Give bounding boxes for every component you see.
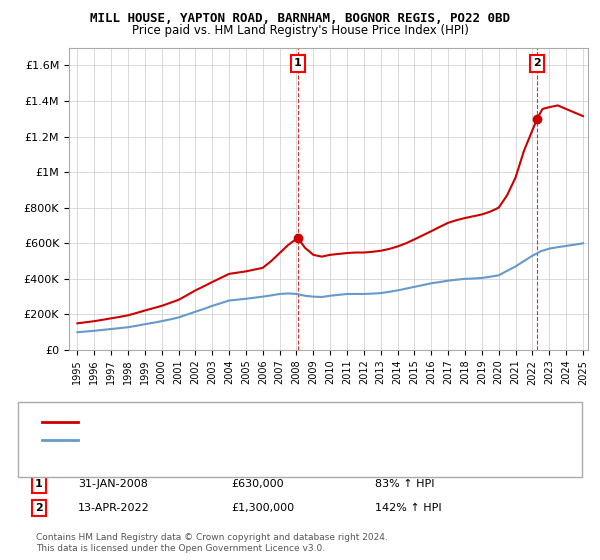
Text: Contains HM Land Registry data © Crown copyright and database right 2024.
This d: Contains HM Land Registry data © Crown c… bbox=[36, 533, 388, 553]
Text: 13-APR-2022: 13-APR-2022 bbox=[78, 503, 150, 513]
Text: Price paid vs. HM Land Registry's House Price Index (HPI): Price paid vs. HM Land Registry's House … bbox=[131, 24, 469, 37]
Text: 2: 2 bbox=[35, 503, 43, 513]
Text: 31-JAN-2008: 31-JAN-2008 bbox=[78, 479, 148, 489]
Text: MILL HOUSE, YAPTON ROAD, BARNHAM, BOGNOR REGIS, PO22 0BD: MILL HOUSE, YAPTON ROAD, BARNHAM, BOGNOR… bbox=[90, 12, 510, 25]
Text: 83% ↑ HPI: 83% ↑ HPI bbox=[375, 479, 434, 489]
Text: 142% ↑ HPI: 142% ↑ HPI bbox=[375, 503, 442, 513]
Text: 1: 1 bbox=[294, 58, 302, 68]
Text: MILL HOUSE, YAPTON ROAD, BARNHAM, BOGNOR REGIS, PO22 0BD (detached house): MILL HOUSE, YAPTON ROAD, BARNHAM, BOGNOR… bbox=[87, 417, 508, 427]
Text: £630,000: £630,000 bbox=[231, 479, 284, 489]
Text: 2: 2 bbox=[533, 58, 541, 68]
Text: £1,300,000: £1,300,000 bbox=[231, 503, 294, 513]
Text: 1: 1 bbox=[35, 479, 43, 489]
Text: HPI: Average price, detached house, Arun: HPI: Average price, detached house, Arun bbox=[87, 435, 291, 445]
